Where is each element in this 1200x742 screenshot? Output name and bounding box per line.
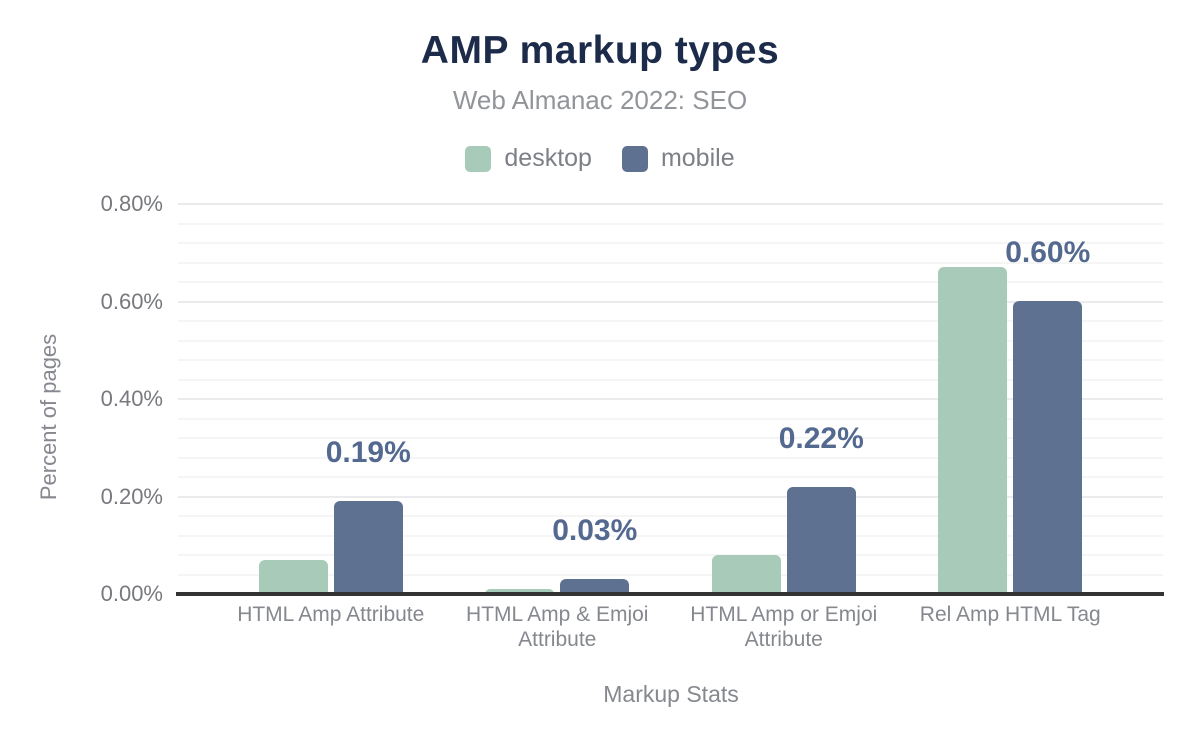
chart-title: AMP markup types — [420, 29, 780, 72]
gridline-minor — [178, 456, 1163, 459]
y-tick-label: 0.60% — [100, 288, 163, 314]
chart-subtitle: Web Almanac 2022: SEO — [452, 85, 748, 115]
bar-desktop[interactable] — [711, 555, 781, 594]
legend-swatch-mobile — [621, 145, 648, 172]
legend-item-desktop[interactable]: desktop — [465, 144, 592, 173]
gridline-major — [178, 300, 1163, 303]
gridline-minor — [178, 476, 1163, 478]
gridline-minor — [178, 339, 1163, 342]
y-tick-label: 0.00% — [100, 581, 163, 606]
value-label: 0.60% — [1005, 236, 1091, 269]
y-tick-label: 0.20% — [100, 483, 163, 509]
gridline-minor — [178, 320, 1163, 322]
x-axis-title: Markup Stats — [603, 681, 739, 707]
x-tick-label: HTML Amp Attribute — [237, 603, 425, 626]
bar-mobile[interactable] — [560, 579, 630, 594]
gridline-major — [178, 203, 1163, 205]
x-axis-line — [176, 592, 1164, 596]
value-label: 0.03% — [552, 514, 638, 547]
legend: desktop mobile — [0, 144, 1200, 173]
gridline-minor — [178, 378, 1163, 381]
y-axis-title: Percent of pages — [36, 333, 61, 501]
bar-desktop[interactable] — [938, 267, 1008, 594]
y-tick-label: 0.80% — [100, 191, 163, 216]
gridline-minor — [178, 281, 1163, 283]
x-tick-label: HTML Amp or Emjoi Attribute — [690, 603, 878, 651]
gridline-major — [178, 398, 1163, 400]
legend-swatch-desktop — [465, 145, 492, 172]
legend-label: mobile — [660, 144, 735, 172]
gridline-minor — [178, 573, 1163, 576]
gridline-minor — [178, 437, 1163, 439]
value-label: 0.22% — [778, 422, 864, 455]
bar-mobile[interactable] — [333, 501, 403, 594]
bar-desktop[interactable] — [485, 589, 555, 594]
gridline-minor — [178, 554, 1163, 556]
gridline-minor — [178, 534, 1163, 537]
gridline-minor — [178, 359, 1163, 361]
gridline-minor — [178, 515, 1163, 517]
bar-mobile[interactable] — [786, 487, 856, 594]
value-label: 0.19% — [325, 436, 411, 469]
bar-mobile[interactable] — [1013, 301, 1083, 594]
y-tick-label: 0.40% — [100, 386, 163, 411]
x-tick-label: HTML Amp & Emjoi Attribute — [466, 603, 649, 651]
gridline-minor — [178, 417, 1163, 420]
bar-desktop[interactable] — [258, 560, 328, 594]
gridline-major — [178, 495, 1163, 498]
gridline-minor — [178, 222, 1163, 225]
gridline-minor — [178, 261, 1163, 264]
legend-label: desktop — [504, 144, 592, 172]
legend-item-mobile[interactable]: mobile — [621, 144, 735, 173]
gridline-minor — [178, 242, 1163, 244]
x-tick-label: Rel Amp HTML Tag — [919, 603, 1101, 626]
